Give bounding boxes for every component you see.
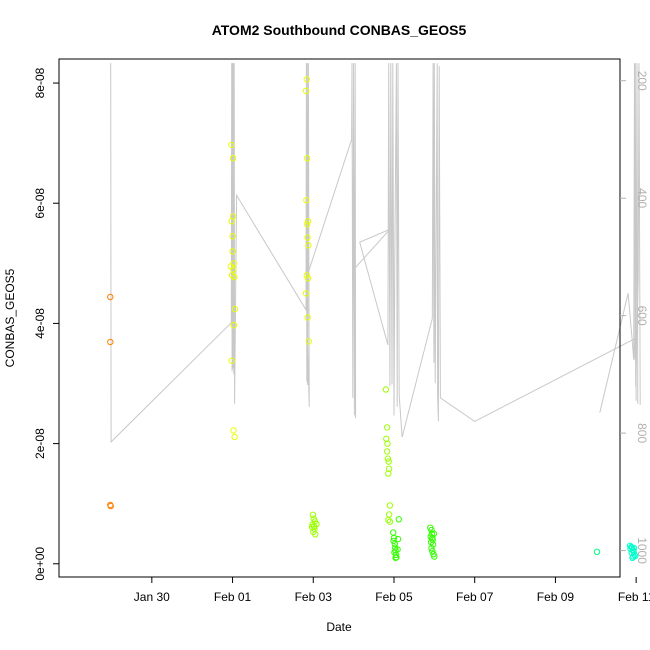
data-point — [428, 530, 436, 537]
data-point — [231, 273, 238, 281]
y-tick-label: 8e-08 — [33, 67, 47, 98]
data-point — [385, 458, 392, 465]
data-point — [429, 548, 436, 555]
y2-tick-label: 800 — [635, 423, 649, 443]
x-tick-label: Feb 03 — [295, 590, 333, 604]
y-tick-label: 4e-08 — [33, 308, 47, 339]
data-point — [430, 530, 438, 537]
data-point — [385, 516, 392, 524]
data-point — [431, 553, 438, 560]
data-point — [304, 314, 311, 321]
data-point — [107, 338, 114, 346]
line-series-1 — [110, 63, 639, 444]
data-point — [229, 213, 237, 220]
data-point — [593, 548, 601, 555]
x-axis-label: Date — [326, 620, 352, 634]
plot-frame — [58, 58, 621, 578]
data-point — [107, 293, 114, 301]
chart-title: ATOM2 Southbound CONBAS_GEOS5 — [212, 22, 467, 38]
y-tick-label: 0e+00 — [33, 547, 47, 581]
data-point — [229, 233, 236, 240]
data-point — [629, 554, 636, 561]
data-point — [382, 386, 390, 393]
secondary-line-layer — [110, 63, 641, 444]
data-point — [391, 540, 398, 548]
data-point — [303, 272, 310, 279]
data-point — [395, 516, 402, 523]
data-point — [230, 322, 238, 329]
line-series-2 — [599, 63, 641, 413]
x-tick-label: Jan 30 — [134, 590, 170, 604]
data-point — [312, 531, 319, 538]
y-tick-label: 2e-08 — [33, 428, 47, 459]
x-tick-label: Feb 01 — [214, 590, 252, 604]
data-point — [228, 141, 235, 149]
data-point — [230, 427, 237, 434]
y2-tick-label: 600 — [635, 306, 649, 326]
data-point — [392, 554, 399, 561]
x-tick-label: Feb 09 — [537, 590, 575, 604]
data-point — [302, 87, 310, 95]
x-tick-label: Feb 07 — [456, 590, 494, 604]
y2-tick-label: 200 — [635, 71, 649, 91]
x-tick-label: Feb 05 — [375, 590, 413, 604]
data-point — [313, 520, 320, 528]
data-point — [429, 541, 437, 548]
data-point — [630, 545, 638, 552]
data-point — [304, 221, 311, 228]
point-layer — [107, 76, 639, 561]
y2-tick-label: 1000 — [635, 537, 649, 564]
data-point — [304, 275, 312, 282]
data-point — [230, 260, 238, 267]
data-point — [384, 440, 391, 447]
data-point — [303, 197, 310, 204]
data-point — [231, 305, 239, 313]
x-axis: Jan 30 Feb 01 Feb 03 Feb 05 Feb 07 Feb 09 Feb … — [134, 577, 650, 604]
y2-tick-label: 400 — [635, 188, 649, 208]
data-point — [304, 155, 311, 162]
data-point — [428, 545, 435, 552]
data-point — [383, 424, 391, 431]
y-tick-label: 6e-08 — [33, 188, 47, 219]
data-point — [303, 76, 310, 83]
data-point — [393, 554, 400, 561]
y-axis: 0e+00 2e-08 4e-08 6e-08 8e-08 — [33, 67, 59, 581]
data-point — [386, 518, 394, 525]
data-point — [383, 448, 391, 455]
data-point — [231, 433, 238, 441]
data-point — [230, 266, 237, 273]
data-point — [304, 234, 311, 241]
data-point — [228, 357, 235, 364]
data-point — [386, 502, 394, 509]
data-point — [229, 155, 237, 162]
data-point — [107, 502, 114, 510]
data-point — [385, 470, 392, 477]
data-point — [394, 546, 401, 553]
data-point — [229, 248, 236, 255]
data-point — [394, 535, 402, 543]
data-point — [305, 242, 312, 249]
data-point — [305, 338, 312, 345]
data-point — [385, 465, 393, 472]
x-tick-label: Feb 11 — [618, 590, 650, 604]
data-point — [384, 455, 392, 462]
data-point — [302, 290, 310, 297]
data-point — [390, 534, 398, 542]
y-axis-label: CONBAS_GEOS5 — [3, 268, 17, 367]
y2-axis: 200 400 600 800 1000 — [620, 71, 649, 564]
data-point — [304, 218, 312, 225]
data-point — [308, 523, 316, 531]
data-point — [309, 511, 317, 518]
